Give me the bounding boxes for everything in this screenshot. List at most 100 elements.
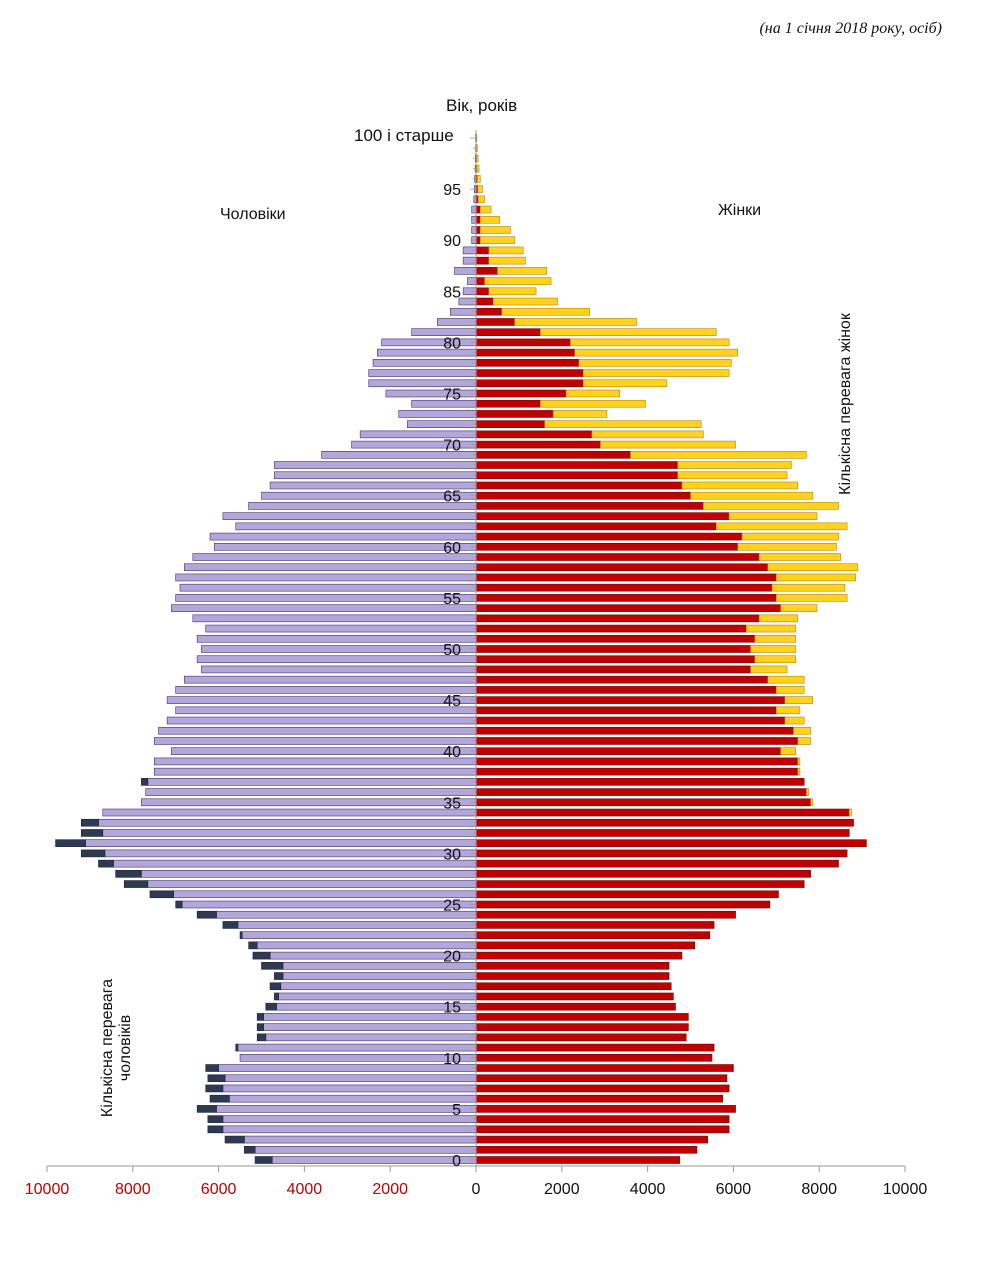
x-tick-label: 4000 (630, 1181, 666, 1198)
female-bar-age-13 (475, 1023, 689, 1031)
female-bar-age-36 (475, 788, 807, 796)
female-bar-age-39 (475, 757, 799, 766)
female-excess-bar-age-38 (797, 767, 801, 776)
female-excess-bar-age-73 (552, 410, 608, 418)
male-bar-age-48 (201, 665, 477, 674)
female-excess-bar-age-81 (540, 328, 717, 336)
male-bar-age-38 (153, 767, 477, 776)
male-bar-age-33 (98, 818, 477, 827)
female-bar-age-46 (475, 686, 777, 694)
female-bar-age-4 (475, 1115, 730, 1123)
female-excess-bar-age-95 (477, 185, 483, 193)
female-excess-bar-age-44 (775, 706, 801, 715)
female-bar-age-65 (475, 491, 691, 500)
female-bar-age-3 (475, 1125, 730, 1134)
male-bar-age-43 (166, 716, 477, 725)
male-bar-age-8 (224, 1074, 477, 1083)
male-bar-age-83 (449, 307, 477, 316)
female-bar-age-30 (475, 849, 848, 858)
male-bar-age-0 (271, 1156, 477, 1164)
female-excess-bar-age-41 (797, 737, 811, 745)
male-bar-age-13 (263, 1023, 477, 1031)
male-excess-bar-age-22 (239, 931, 243, 939)
female-bar-age-72 (475, 420, 545, 428)
female-bar-age-24 (475, 910, 736, 919)
male-bar-age-79 (377, 348, 477, 357)
female-bar-age-9 (475, 1064, 734, 1072)
female-bar-age-63 (475, 512, 730, 520)
male-bar-age-29 (113, 859, 477, 868)
male-excess-bar-age-13 (256, 1023, 264, 1031)
y-tick-label-15: 15 (443, 1000, 461, 1017)
female-bar-age-57 (475, 573, 777, 582)
male-bar-age-26 (173, 890, 477, 899)
male-excess-bar-age-8 (207, 1074, 226, 1083)
male-bar-age-32 (102, 829, 477, 837)
female-excess-bar-age-57 (775, 573, 856, 582)
male-excess-bar-age-14 (256, 1013, 264, 1021)
female-bar-age-15 (475, 1002, 676, 1011)
female-bar-age-89 (475, 246, 490, 255)
female-excess-bar-age-53 (758, 614, 799, 623)
male-bar-age-4 (222, 1115, 477, 1123)
male-bar-age-40 (171, 747, 477, 756)
female-bar-age-64 (475, 502, 704, 510)
female-excess-bar-age-35 (810, 798, 814, 807)
male-bar-age-60 (214, 542, 477, 551)
male-excess-bar-age-2 (224, 1135, 245, 1144)
male-bar-age-1 (254, 1145, 477, 1154)
male-bar-age-34 (102, 808, 477, 817)
male-bar-age-51 (196, 634, 477, 643)
x-tick-label: 10000 (25, 1181, 70, 1198)
female-bar-age-76 (475, 379, 584, 388)
female-excess-bar-age-45 (784, 696, 814, 704)
female-excess-bar-age-68 (677, 461, 792, 469)
female-excess-bar-age-36 (806, 788, 809, 796)
male-bar-age-27 (147, 880, 477, 888)
male-excess-bar-age-3 (207, 1125, 224, 1134)
female-bar-age-84 (475, 297, 494, 306)
female-bars (475, 134, 867, 1164)
female-bar-age-29 (475, 859, 839, 868)
female-excess-bar-age-64 (703, 502, 839, 510)
male-bar-age-72 (407, 420, 477, 428)
y-tick-label-40: 40 (443, 744, 461, 761)
male-bar-age-57 (175, 573, 477, 582)
female-bar-age-28 (475, 870, 811, 878)
female-excess-bar-age-70 (600, 440, 736, 449)
female-excess-bar-age-66 (681, 481, 799, 490)
male-bar-age-9 (218, 1064, 477, 1072)
y-tick-label-70: 70 (443, 438, 461, 455)
female-excess-bar-age-74 (540, 399, 646, 408)
male-bar-age-61 (209, 532, 477, 541)
male-bar-age-37 (147, 778, 477, 786)
female-excess-bar-age-49 (754, 655, 796, 664)
male-bar-age-58 (183, 563, 477, 572)
male-bar-age-68 (274, 461, 477, 469)
female-excess-bar-age-40 (780, 747, 796, 756)
female-excess-bar-age-84 (492, 297, 558, 306)
female-bar-age-10 (475, 1054, 713, 1062)
female-bar-age-50 (475, 645, 751, 653)
female-excess-bar-age-50 (750, 645, 796, 653)
male-bar-age-42 (158, 726, 477, 735)
male-bar-age-30 (104, 849, 477, 858)
female-bar-age-42 (475, 726, 794, 735)
female-excess-bar-age-61 (741, 532, 839, 541)
female-excess-bar-age-46 (775, 686, 805, 694)
male-bar-age-31 (85, 839, 477, 847)
female-excess-bar-age-42 (793, 726, 811, 735)
female-bar-age-44 (475, 706, 777, 715)
male-excess-bar-age-30 (81, 849, 106, 858)
female-excess-bar-age-47 (767, 675, 805, 684)
male-bar-age-3 (222, 1125, 477, 1134)
male-bar-age-52 (205, 624, 477, 633)
male-bar-age-50 (201, 645, 477, 653)
female-excess-bar-age-91 (479, 226, 511, 234)
female-excess-bar-age-76 (582, 379, 668, 388)
y-tick-label-25: 25 (443, 898, 461, 915)
male-bar-age-78 (372, 359, 477, 367)
female-excess-bar-age-65 (690, 491, 814, 500)
female-bar-age-55 (475, 594, 777, 602)
y-tick-label-85: 85 (443, 284, 461, 301)
